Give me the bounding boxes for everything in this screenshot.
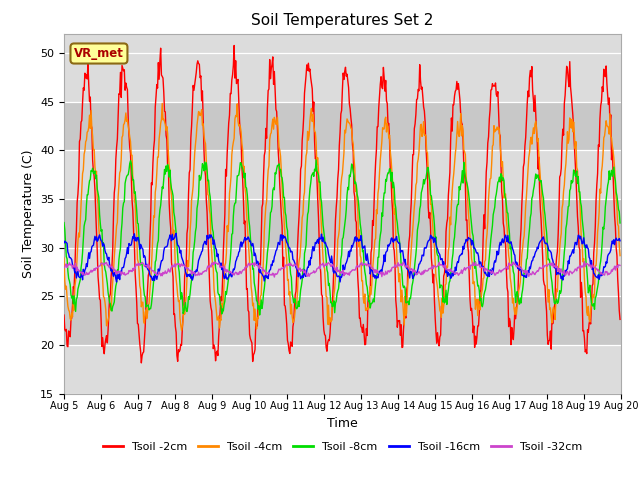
Bar xyxy=(64,53,621,102)
Bar xyxy=(64,248,621,296)
Bar xyxy=(64,345,621,394)
Text: VR_met: VR_met xyxy=(74,47,124,60)
Title: Soil Temperatures Set 2: Soil Temperatures Set 2 xyxy=(252,13,433,28)
Y-axis label: Soil Temperature (C): Soil Temperature (C) xyxy=(22,149,35,278)
Legend: Tsoil -2cm, Tsoil -4cm, Tsoil -8cm, Tsoil -16cm, Tsoil -32cm: Tsoil -2cm, Tsoil -4cm, Tsoil -8cm, Tsoi… xyxy=(99,438,586,456)
Bar xyxy=(64,199,621,248)
Bar xyxy=(64,296,621,345)
Bar xyxy=(64,150,621,199)
X-axis label: Time: Time xyxy=(327,417,358,430)
Bar xyxy=(64,102,621,150)
